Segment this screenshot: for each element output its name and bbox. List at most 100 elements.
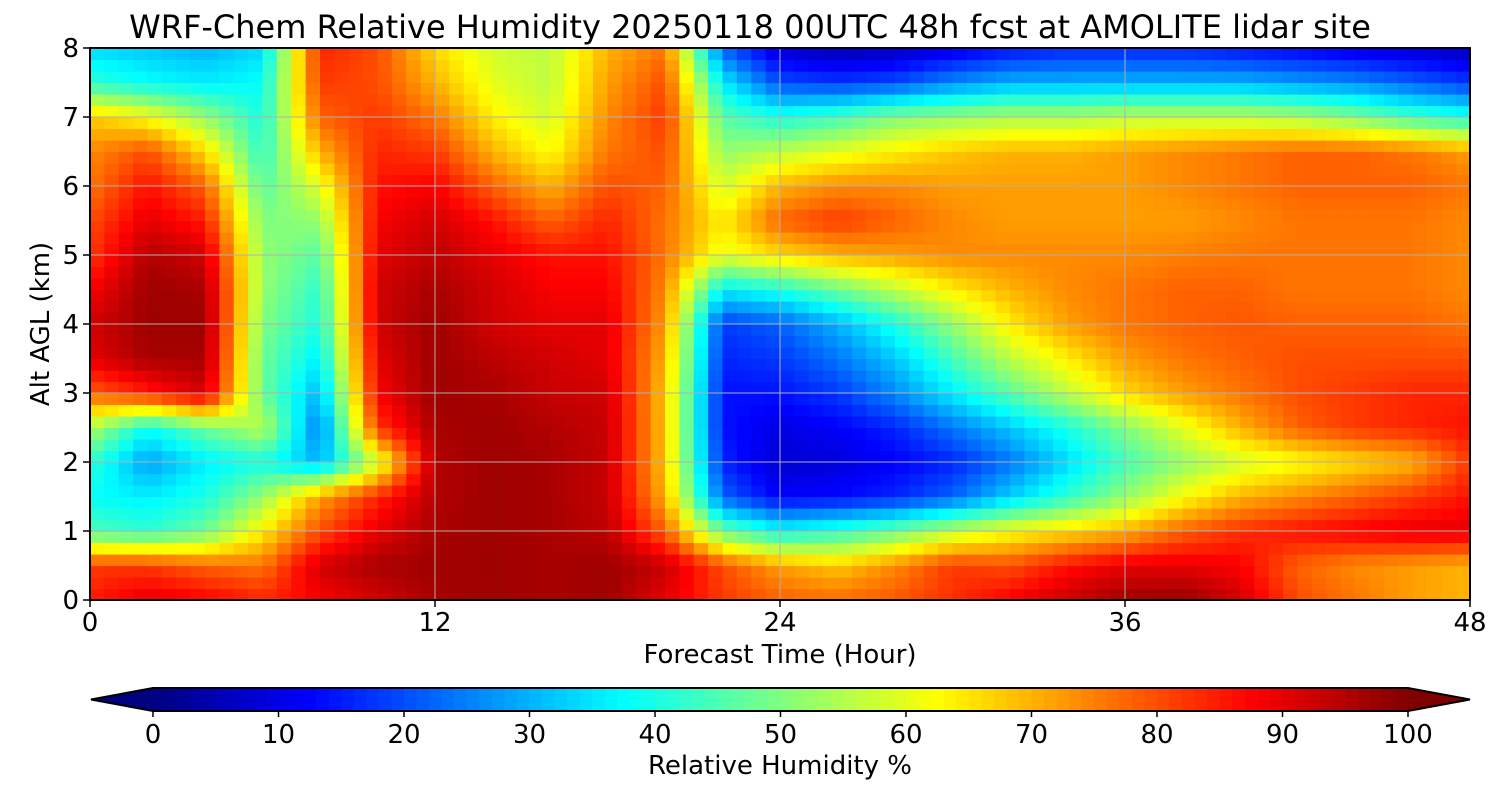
heatmap-cell (276, 450, 292, 463)
heatmap-cell (406, 312, 422, 325)
heatmap-cell (219, 519, 235, 532)
heatmap-cell (823, 232, 839, 245)
heatmap-cell (205, 588, 220, 601)
heatmap-cell (492, 554, 508, 567)
heatmap-cell (478, 404, 494, 417)
heatmap-cell (1010, 381, 1025, 394)
heatmap-cell (1053, 588, 1069, 601)
heatmap-cell (837, 508, 853, 521)
heatmap-cell (118, 439, 134, 452)
heatmap-cell (276, 381, 292, 394)
heatmap-cell (1455, 450, 1471, 463)
heatmap-cell (90, 496, 105, 509)
heatmap-cell (118, 577, 134, 590)
heatmap-cell (262, 209, 278, 222)
heatmap-cell (1398, 324, 1414, 337)
heatmap-cell (205, 347, 220, 360)
heatmap-cell (233, 577, 249, 590)
heatmap-cell (708, 266, 724, 279)
colorbar-segment (918, 688, 932, 711)
heatmap-cell (593, 404, 609, 417)
heatmap-cell (248, 289, 264, 302)
heatmap-cell (1455, 519, 1471, 532)
heatmap-cell (966, 519, 982, 532)
heatmap-cell (995, 370, 1011, 383)
heatmap-cell (320, 370, 335, 383)
heatmap-cell (1311, 393, 1327, 406)
heatmap-cell (722, 381, 738, 394)
heatmap-cell (1182, 531, 1198, 544)
heatmap-cell (1311, 94, 1327, 107)
heatmap-cell (449, 220, 465, 233)
heatmap-cell (1355, 243, 1370, 256)
heatmap-cell (1355, 496, 1370, 509)
heatmap-cell (794, 197, 810, 210)
colorbar-segment (993, 688, 1007, 711)
heatmap-cell (693, 82, 709, 95)
heatmap-cell (492, 347, 508, 360)
heatmap-cell (1110, 232, 1126, 245)
heatmap-cell (607, 243, 623, 256)
heatmap-cell (1283, 462, 1299, 475)
heatmap-cell (90, 393, 105, 406)
heatmap-cell (751, 473, 767, 486)
heatmap-cell (1110, 416, 1126, 429)
heatmap-cell (420, 519, 436, 532)
heatmap-cell (995, 48, 1011, 61)
heatmap-cell (420, 450, 436, 463)
heatmap-cell (823, 243, 839, 256)
heatmap-cell (478, 450, 494, 463)
heatmap-cell (1153, 439, 1169, 452)
heatmap-cell (377, 485, 393, 498)
heatmap-cell (233, 82, 249, 95)
heatmap-cell (693, 508, 709, 521)
heatmap-cell (320, 439, 335, 452)
heatmap-cell (420, 163, 436, 176)
heatmap-cell (233, 508, 249, 521)
heatmap-cell (1081, 473, 1097, 486)
heatmap-cell (118, 381, 134, 394)
colorbar-extend-high (1408, 688, 1470, 711)
heatmap-cell (1125, 151, 1140, 164)
heatmap-cell (693, 301, 709, 314)
heatmap-cell (880, 450, 896, 463)
heatmap-cell (233, 71, 249, 84)
heatmap-cell (981, 312, 997, 325)
heatmap-cell (564, 94, 580, 107)
heatmap-cell (262, 335, 278, 348)
heatmap-cell (1426, 462, 1442, 475)
heatmap-cell (679, 358, 695, 371)
heatmap-cell (607, 485, 623, 498)
heatmap-cell (1010, 312, 1025, 325)
heatmap-cell (1240, 335, 1255, 348)
heatmap-cell (1369, 554, 1385, 567)
heatmap-cell (851, 232, 867, 245)
heatmap-cell (90, 243, 105, 256)
heatmap-cell (391, 209, 407, 222)
heatmap-cell (722, 588, 738, 601)
heatmap-cell (463, 508, 479, 521)
heatmap-cell (593, 588, 609, 601)
heatmap-cell (708, 255, 724, 268)
heatmap-cell (391, 404, 407, 417)
heatmap-cell (693, 416, 709, 429)
heatmap-cell (1139, 312, 1155, 325)
heatmap-cell (1153, 128, 1169, 141)
heatmap-cell (1182, 312, 1198, 325)
heatmap-cell (363, 278, 379, 291)
heatmap-cell (1297, 496, 1313, 509)
heatmap-cell (363, 588, 379, 601)
heatmap-cell (1096, 105, 1112, 118)
heatmap-cell (147, 577, 163, 590)
heatmap-cell (593, 266, 609, 279)
heatmap-cell (435, 531, 450, 544)
heatmap-cell (463, 416, 479, 429)
heatmap-cell (1455, 324, 1471, 337)
colorbar-tick-label: 0 (145, 720, 162, 750)
heatmap-cell (923, 381, 939, 394)
colorbar-segment (491, 688, 505, 711)
heatmap-cell (607, 232, 623, 245)
heatmap-cell (1326, 94, 1342, 107)
heatmap-cell (233, 243, 249, 256)
heatmap-cell (190, 289, 206, 302)
